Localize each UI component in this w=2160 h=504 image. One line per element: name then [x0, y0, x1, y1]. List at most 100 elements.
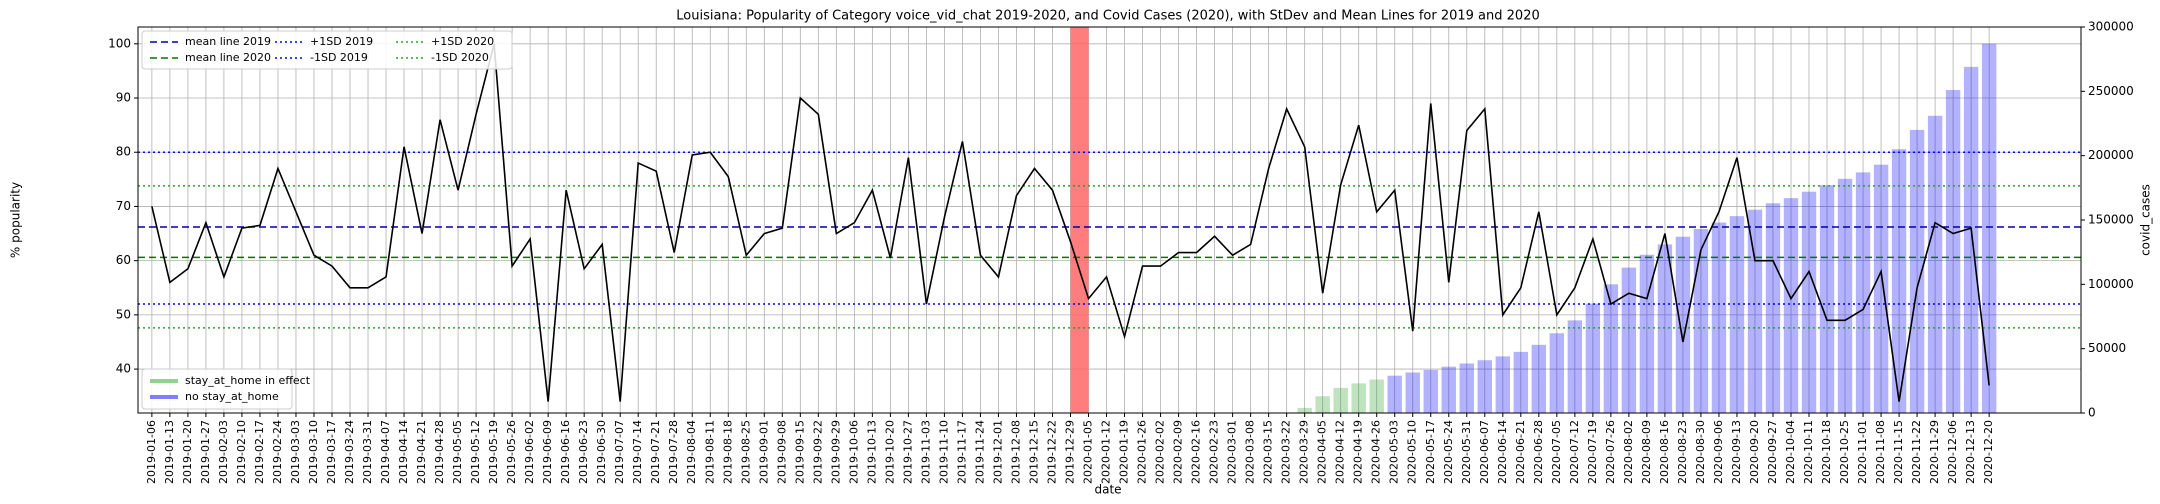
y-tick-label: 40: [116, 362, 131, 376]
legend-label: no stay_at_home: [185, 390, 279, 403]
x-tick-label: 2020-01-12: [1100, 420, 1113, 484]
x-tick-label: 2020-08-02: [1622, 420, 1635, 484]
y2-tick-label: 250000: [2088, 84, 2134, 98]
bar: [1675, 236, 1691, 413]
bar: [1315, 396, 1330, 413]
x-tick-label: 2020-10-11: [1802, 420, 1815, 484]
bar: [1873, 164, 1889, 413]
y-tick-label: 50: [116, 307, 131, 321]
x-tick-label: 2019-08-04: [685, 420, 698, 484]
x-tick-label: 2020-09-20: [1748, 420, 1761, 484]
bar: [1927, 115, 1943, 413]
legend-label: mean line 2020: [185, 51, 271, 64]
x-tick-label: 2020-04-26: [1370, 420, 1383, 484]
bar: [1963, 66, 1979, 414]
x-tick-label: 2019-10-20: [883, 420, 896, 484]
x-tick-label: 2019-03-17: [325, 420, 338, 484]
x-tick-label: 2020-12-20: [1982, 420, 1995, 484]
x-tick-label: 2020-09-27: [1766, 420, 1779, 484]
x-tick-label: 2019-12-22: [1045, 420, 1058, 484]
x-tick-label: 2020-07-19: [1586, 420, 1599, 484]
bar: [1693, 229, 1709, 413]
y-tick-label: 100: [108, 36, 131, 50]
bar: [1495, 356, 1511, 413]
bar: [1567, 320, 1583, 413]
x-tick-label: 2019-05-26: [505, 420, 518, 484]
x-tick-label: 2019-04-07: [379, 420, 392, 484]
x-tick-label: 2020-06-21: [1514, 420, 1527, 484]
x-tick-label: 2020-09-06: [1712, 420, 1725, 484]
x-tick-label: 2020-12-06: [1946, 420, 1959, 484]
bar: [1891, 149, 1907, 413]
x-tick-label: 2019-05-05: [451, 420, 464, 484]
legend-box: [141, 368, 293, 410]
y2-tick-label: 100000: [2088, 277, 2134, 291]
x-tick-label: 2019-01-13: [163, 420, 176, 484]
bar: [1297, 407, 1312, 413]
x-tick-label: 2020-11-29: [1928, 420, 1941, 484]
bar: [1405, 372, 1420, 413]
x-tick-label: 2020-03-22: [1280, 420, 1293, 484]
x-tick-label: 2020-12-13: [1964, 420, 1977, 484]
x-tick-label: 2020-07-26: [1604, 420, 1617, 484]
bar: [1477, 360, 1492, 413]
x-tick-label: 2019-03-31: [361, 420, 374, 484]
x-tick-label: 2019-01-20: [181, 420, 194, 484]
bar: [1441, 366, 1456, 413]
line: [151, 43, 1990, 402]
x-tick-label: 2019-01-06: [145, 420, 158, 484]
x-tick-label: 2020-05-10: [1406, 420, 1419, 484]
x-tick-label: 2020-10-04: [1784, 420, 1797, 484]
x-tick-label: 2019-08-25: [739, 420, 752, 484]
x-tick-label: 2020-09-13: [1730, 420, 1743, 484]
x-tick-label: 2019-09-22: [811, 420, 824, 484]
x-axis-label: date: [1094, 483, 1121, 497]
x-tick-label: 2019-12-15: [1027, 420, 1040, 484]
x-tick-label: 2019-08-11: [703, 420, 716, 484]
y-tick-label: 90: [116, 91, 131, 105]
y-axis-label: % popularity: [9, 182, 23, 258]
x-tick-label: 2020-04-12: [1334, 420, 1347, 484]
bar: [1603, 284, 1619, 413]
legend-label: -1SD 2019: [310, 51, 368, 64]
x-tick-label: 2019-01-27: [199, 420, 212, 484]
legend-label: mean line 2019: [185, 35, 271, 48]
bar: [1819, 185, 1835, 413]
x-tick-label: 2020-02-23: [1208, 420, 1221, 484]
x-tick-label: 2020-01-19: [1118, 420, 1131, 484]
bar: [1531, 344, 1547, 413]
x-tick-label: 2020-11-15: [1892, 420, 1905, 484]
y-tick-label: 70: [116, 199, 131, 213]
x-tick-label: 2019-10-06: [847, 420, 860, 484]
bar: [1801, 191, 1817, 413]
x-tick-label: 2020-11-22: [1910, 420, 1923, 484]
bar-legend: stay_at_home in effect no stay_at_home: [141, 368, 311, 410]
x-tick-label: 2020-08-30: [1694, 420, 1707, 484]
x-tick-label: 2019-03-24: [343, 420, 356, 484]
x-tick-label: 2019-06-09: [541, 420, 554, 484]
x-tick-label: 2020-10-25: [1838, 420, 1851, 484]
x-tick-label: 2019-12-29: [1064, 420, 1077, 484]
bar: [1855, 172, 1871, 413]
bar: [1783, 198, 1799, 413]
legend-label: stay_at_home in effect: [185, 374, 311, 387]
x-tick-label: 2020-02-09: [1172, 420, 1185, 484]
x-tick-label: 2019-04-28: [433, 420, 446, 484]
x-tick-label: 2020-11-08: [1874, 420, 1887, 484]
x-tick-label: 2019-11-10: [937, 420, 950, 484]
x-tick-label: 2019-11-24: [973, 420, 986, 484]
x-tick-label: 2019-07-07: [613, 420, 626, 484]
x-tick-label: 2019-11-03: [919, 420, 932, 484]
x-tick-label: 2020-02-02: [1154, 420, 1167, 484]
x-tick-label: 2019-08-18: [721, 420, 734, 484]
x-tick-label: 2020-06-07: [1478, 420, 1491, 484]
bar: [1981, 43, 1997, 414]
x-tick-label: 2019-09-01: [757, 420, 770, 484]
x-tick-label: 2019-03-10: [307, 420, 320, 484]
x-tick-label: 2020-03-08: [1244, 420, 1257, 484]
x-tick-label: 2019-06-30: [595, 420, 608, 484]
bar: [1585, 303, 1601, 413]
x-tick-label: 2020-08-16: [1658, 420, 1671, 484]
x-tick-label: 2019-09-29: [829, 420, 842, 484]
x-tick-label: 2020-01-26: [1136, 420, 1149, 484]
